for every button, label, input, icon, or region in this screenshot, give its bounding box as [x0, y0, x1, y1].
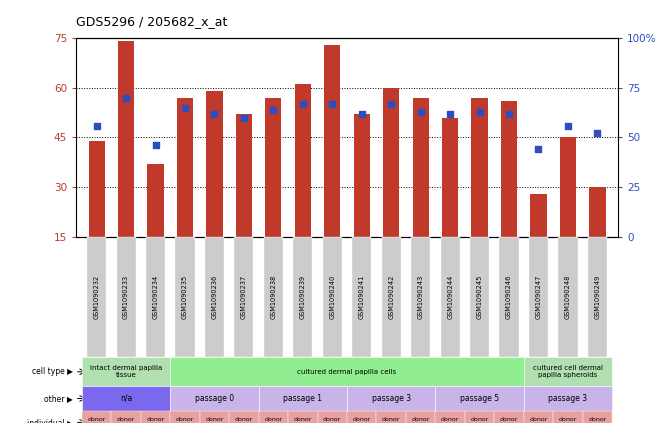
Text: GSM1090241: GSM1090241 [359, 275, 365, 319]
Point [327, 100, 338, 107]
Text: intact dermal papilla
tissue: intact dermal papilla tissue [90, 365, 162, 378]
Text: donor
D7: donor D7 [146, 417, 165, 423]
Bar [530, 194, 547, 237]
Bar [147, 164, 164, 237]
Bar [206, 91, 223, 237]
Text: donor
D7: donor D7 [235, 417, 253, 423]
Text: passage 1: passage 1 [284, 394, 323, 403]
Text: passage 5: passage 5 [460, 394, 499, 403]
Text: donor
D5: donor D5 [441, 417, 459, 423]
Bar [265, 98, 282, 237]
Text: GSM1090236: GSM1090236 [212, 275, 217, 319]
Point [268, 106, 279, 113]
Text: GSM1090237: GSM1090237 [241, 275, 247, 319]
Text: donor
D5: donor D5 [176, 417, 194, 423]
Bar [324, 45, 340, 237]
Point [239, 114, 249, 121]
Bar [412, 98, 429, 237]
Text: cell type ▶: cell type ▶ [32, 367, 73, 376]
Text: GSM1090247: GSM1090247 [535, 275, 541, 319]
Text: GSM1090242: GSM1090242 [388, 275, 394, 319]
Point [445, 110, 455, 117]
Point [504, 110, 514, 117]
Text: donor
D6: donor D6 [117, 417, 136, 423]
Point [386, 100, 397, 107]
Text: GSM1090235: GSM1090235 [182, 275, 188, 319]
Text: GSM1090248: GSM1090248 [565, 275, 571, 319]
Bar [560, 137, 576, 237]
Text: GSM1090245: GSM1090245 [477, 275, 483, 319]
Text: donor
D6: donor D6 [293, 417, 312, 423]
Bar [471, 98, 488, 237]
Text: donor
D7: donor D7 [588, 417, 607, 423]
Text: GSM1090243: GSM1090243 [418, 275, 424, 319]
Text: GSM1090238: GSM1090238 [270, 275, 276, 319]
Point [533, 146, 544, 153]
Text: donor
D6: donor D6 [471, 417, 488, 423]
Text: n/a: n/a [120, 394, 132, 403]
Text: cultured cell dermal
papilla spheroids: cultured cell dermal papilla spheroids [533, 365, 603, 378]
Point [356, 110, 367, 117]
Bar [501, 101, 517, 237]
Text: donor
D6: donor D6 [382, 417, 401, 423]
Text: GSM1090249: GSM1090249 [594, 275, 600, 319]
Text: passage 3: passage 3 [549, 394, 588, 403]
Text: donor
D6: donor D6 [206, 417, 223, 423]
Point [180, 104, 190, 111]
Text: donor
D6: donor D6 [559, 417, 577, 423]
Text: passage 3: passage 3 [371, 394, 410, 403]
Bar [89, 141, 104, 237]
Text: donor
D7: donor D7 [323, 417, 342, 423]
Text: donor
D5: donor D5 [352, 417, 371, 423]
Point [415, 108, 426, 115]
Point [592, 130, 603, 137]
Text: GSM1090240: GSM1090240 [329, 275, 335, 319]
Text: GSM1090244: GSM1090244 [447, 275, 453, 319]
Text: GSM1090233: GSM1090233 [123, 275, 129, 319]
Text: donor
D5: donor D5 [529, 417, 548, 423]
Bar [177, 98, 193, 237]
Text: donor
D7: donor D7 [412, 417, 430, 423]
Text: other ▶: other ▶ [44, 394, 73, 403]
Text: GSM1090239: GSM1090239 [300, 275, 306, 319]
Point [297, 100, 308, 107]
Bar [442, 118, 458, 237]
Text: individual ▶: individual ▶ [26, 418, 73, 423]
Bar [295, 85, 311, 237]
Text: donor
D5: donor D5 [264, 417, 282, 423]
Text: donor
D5: donor D5 [87, 417, 106, 423]
Bar [236, 114, 252, 237]
Bar [118, 41, 134, 237]
Bar [383, 88, 399, 237]
Point [209, 110, 219, 117]
Bar [354, 114, 370, 237]
Point [150, 142, 161, 149]
Bar [590, 187, 605, 237]
Point [121, 94, 132, 101]
Text: GDS5296 / 205682_x_at: GDS5296 / 205682_x_at [76, 15, 227, 28]
Text: passage 0: passage 0 [195, 394, 234, 403]
Text: cultured dermal papilla cells: cultured dermal papilla cells [297, 369, 397, 375]
Point [563, 122, 573, 129]
Text: GSM1090232: GSM1090232 [94, 275, 100, 319]
Text: donor
D7: donor D7 [500, 417, 518, 423]
Text: GSM1090234: GSM1090234 [153, 275, 159, 319]
Text: GSM1090246: GSM1090246 [506, 275, 512, 319]
Point [91, 122, 102, 129]
Point [475, 108, 485, 115]
